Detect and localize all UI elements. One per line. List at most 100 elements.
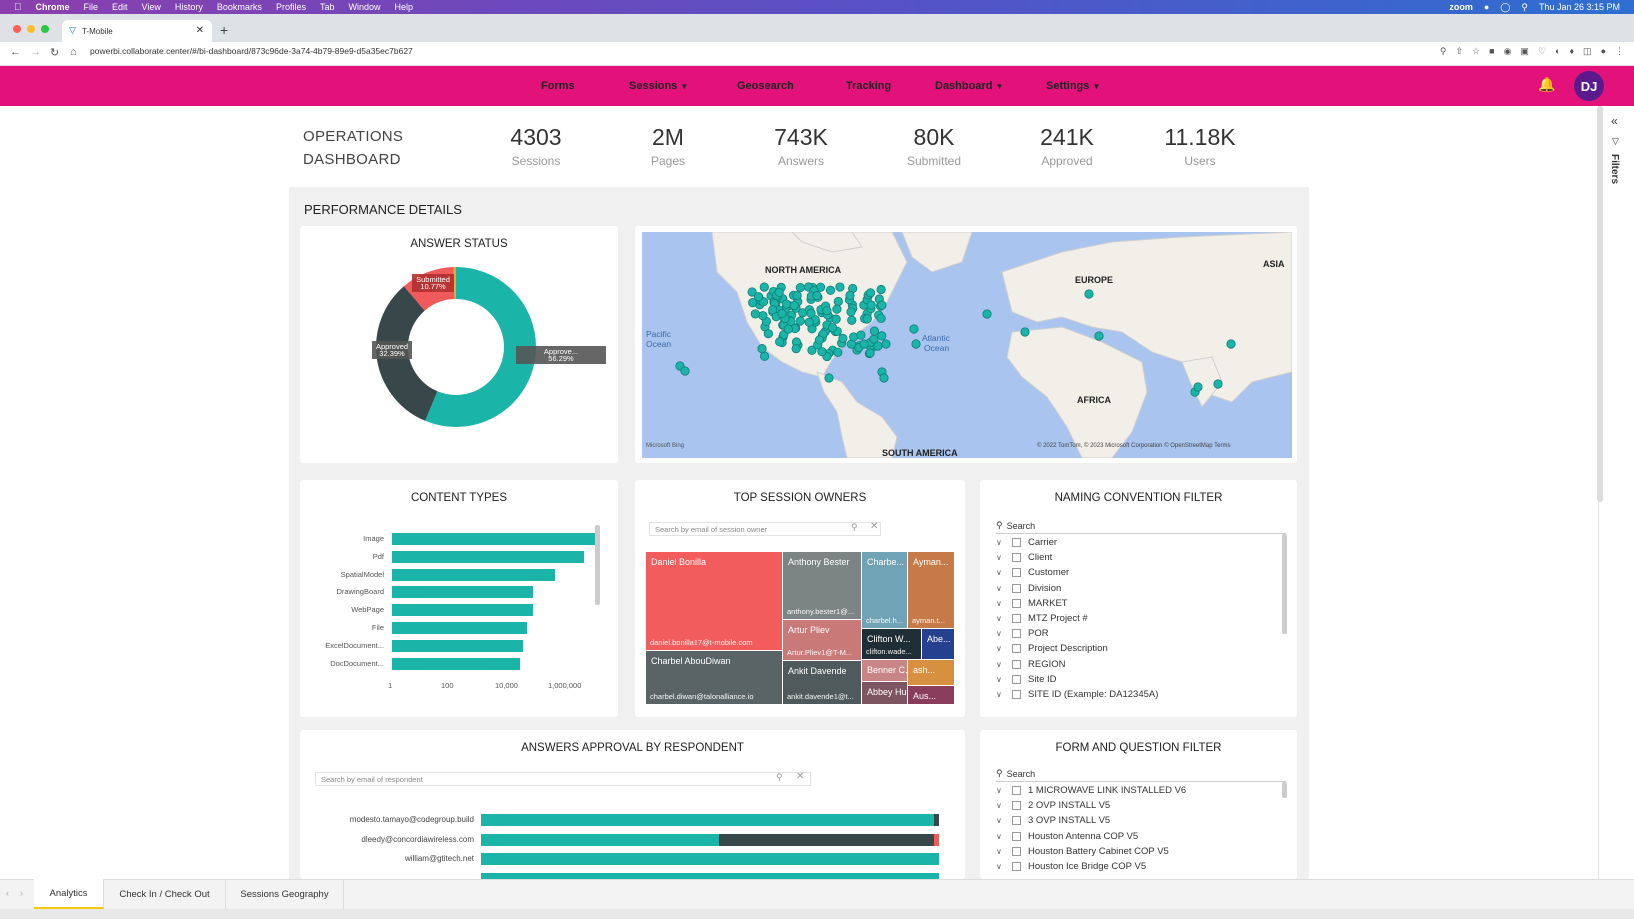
puzzle-icon[interactable]: ♦ [1569,46,1574,57]
zoom-status[interactable]: zoom [1449,2,1473,12]
session-point[interactable] [839,334,847,342]
checkbox[interactable] [1012,660,1021,669]
next-page-icon[interactable]: › [20,888,23,898]
tab-check-in-out[interactable]: Check In / Check Out [104,879,226,909]
session-point[interactable] [877,285,885,293]
chevron-down-icon[interactable]: ∨ [996,629,1008,638]
tab-sessions-geography[interactable]: Sessions Geography [226,879,344,909]
chevron-down-icon[interactable]: ∨ [996,584,1008,593]
session-point[interactable] [857,331,865,339]
extension-icon[interactable]: ■ [1489,46,1494,57]
session-point[interactable] [754,292,762,300]
session-point[interactable] [878,301,886,309]
apple-icon[interactable]:  [14,2,22,13]
session-point[interactable] [910,325,918,333]
extension-icon[interactable]: ◉ [1504,46,1512,57]
session-point[interactable] [681,367,689,375]
session-point[interactable] [880,374,888,382]
filter-item[interactable]: ∨ Houston Ice Bridge COP V5 [996,861,1146,872]
maximize-window-button[interactable] [41,25,49,33]
session-point[interactable] [764,329,772,337]
tab-analytics[interactable]: Analytics [34,879,104,909]
session-point[interactable] [834,297,842,305]
content-type-bar[interactable] [392,533,597,545]
sessions-map[interactable]: NORTH AMERICA EUROPE ASIA Pacific Ocean … [642,232,1292,458]
session-point[interactable] [836,283,844,291]
approval-bar-segment[interactable] [481,834,719,846]
content-types-chart[interactable]: Image Pdf SpatialModel DrawingBoard WebPage F… [300,480,618,717]
session-point[interactable] [866,349,874,357]
menu-file[interactable]: File [84,2,99,12]
menu-help[interactable]: Help [394,2,413,12]
menu-edit[interactable]: Edit [112,2,128,12]
treemap-cell[interactable]: Benner C... [862,660,907,681]
treemap-cell[interactable]: Abe... [922,629,954,659]
session-point[interactable] [866,289,874,297]
session-point[interactable] [760,283,768,291]
treemap-cell[interactable]: Clifton W... clifton.wade... [862,629,921,659]
extension-icon[interactable]: ♡ [1538,46,1546,57]
session-point[interactable] [1085,290,1093,298]
chevron-down-icon[interactable]: ∨ [996,599,1008,608]
bell-icon[interactable]: 🔔 [1538,76,1555,93]
owner-search-input[interactable]: Search by email of session owner [649,522,881,536]
session-point[interactable] [796,283,804,291]
close-tab-icon[interactable]: ✕ [196,25,204,36]
menu-history[interactable]: History [175,2,203,12]
menu-window[interactable]: Window [348,2,380,12]
content-type-bar[interactable] [392,640,523,652]
clear-search-icon[interactable]: ✕ [870,521,878,532]
session-point[interactable] [882,340,890,348]
chevron-down-icon[interactable]: ∨ [996,862,1008,871]
session-point[interactable] [775,288,783,296]
search-icon[interactable]: ⚲ [1521,2,1528,13]
content-type-bar[interactable] [392,658,520,670]
extension-icon[interactable]: ◐ [1555,46,1560,57]
filter-item[interactable]: ∨ Division [996,583,1061,594]
session-point[interactable] [826,286,834,294]
chevron-down-icon[interactable]: ∨ [996,568,1008,577]
chevron-down-icon[interactable]: ∨ [996,644,1008,653]
session-point[interactable] [823,307,831,315]
avatar[interactable]: DJ [1574,71,1604,101]
naming-search-input[interactable]: ⚲ Search [996,520,1286,534]
checkbox[interactable] [1012,801,1021,810]
filter-item[interactable]: ∨ POR [996,628,1049,639]
filter-item[interactable]: ∨ REGION [996,659,1065,670]
checkbox[interactable] [1012,644,1021,653]
nav-sessions[interactable]: Sessions ▼ [629,80,688,92]
approval-bar-segment[interactable] [934,834,939,846]
zoom-lens-icon[interactable]: ⚲ [1440,46,1447,57]
owners-treemap[interactable]: Daniel Bonilla daniel.bonilla17@t-mobile.… [646,552,955,705]
session-point[interactable] [793,291,801,299]
session-point[interactable] [848,316,856,324]
share-icon[interactable]: ⇧ [1456,46,1464,57]
nav-settings[interactable]: Settings ▼ [1046,80,1100,92]
chevron-down-icon[interactable]: ∨ [996,801,1008,810]
checkbox[interactable] [1012,690,1021,699]
session-point[interactable] [778,309,786,317]
filter-item[interactable]: ∨ MTZ Project # [996,613,1088,624]
content-type-bar[interactable] [392,622,527,634]
expand-filters-icon[interactable]: « [1611,114,1618,128]
chevron-down-icon[interactable]: ∨ [996,553,1008,562]
treemap-cell[interactable]: ash... [908,660,954,685]
filter-item[interactable]: ∨ Client [996,552,1052,563]
session-point[interactable] [832,315,840,323]
checkbox[interactable] [1012,675,1021,684]
checkbox[interactable] [1012,568,1021,577]
chevron-down-icon[interactable]: ∨ [996,614,1008,623]
treemap-cell[interactable]: Abbey Hu... [862,682,907,704]
checkbox[interactable] [1012,786,1021,795]
session-point[interactable] [775,338,783,346]
content-type-bar[interactable] [392,569,555,581]
checkbox[interactable] [1012,862,1021,871]
chevron-down-icon[interactable]: ∨ [996,832,1008,841]
checkbox[interactable] [1012,629,1021,638]
nav-dashboard[interactable]: Dashboard ▼ [935,80,1003,92]
session-point[interactable] [1095,332,1103,340]
menu-view[interactable]: View [142,2,161,12]
back-icon[interactable]: ← [10,46,21,58]
session-point[interactable] [813,291,821,299]
prev-page-icon[interactable]: ‹ [6,888,9,898]
